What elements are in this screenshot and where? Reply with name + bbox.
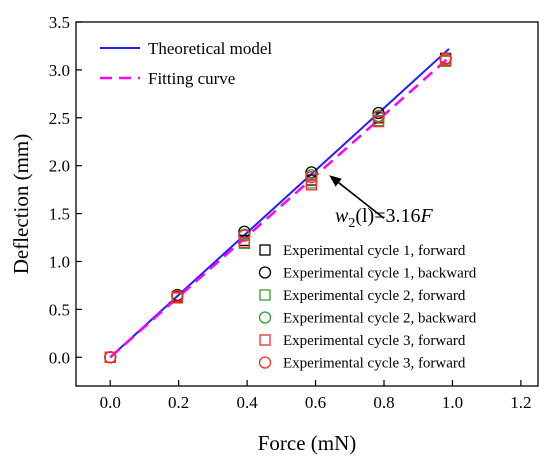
legend-marker xyxy=(258,356,272,369)
data-point xyxy=(104,351,117,364)
y-tick-label: 2.0 xyxy=(49,157,70,176)
legend-theory-label: Theoretical model xyxy=(148,39,272,58)
experimental-markers xyxy=(104,52,452,364)
x-tick-label: 1.0 xyxy=(442,393,463,412)
legend-fit-label: Fitting curve xyxy=(148,69,235,88)
annotation-equation: (l)=3.16 xyxy=(355,205,420,227)
data-point xyxy=(372,110,385,123)
x-tick-label: 1.2 xyxy=(510,393,531,412)
annotation-subscript: 2 xyxy=(348,216,355,231)
line-legend: Theoretical model Fitting curve xyxy=(100,39,272,88)
y-tick-label: 1.0 xyxy=(49,252,70,271)
data-point xyxy=(439,52,452,65)
legend-series-label: Experimental cycle 3, forward xyxy=(283,356,466,372)
x-axis-title: Force (mN) xyxy=(258,431,357,455)
y-tick-label: 3.5 xyxy=(49,13,70,32)
annotation-arrowhead xyxy=(329,175,342,187)
y-tick-label: 0.5 xyxy=(49,300,70,319)
data-point xyxy=(305,179,318,191)
legend-marker xyxy=(259,244,271,256)
tick-labels: 0.0 0.2 0.4 0.6 0.8 1.0 1.2 0.0 0.5 1.0 1.5 2.0 2.5 3… xyxy=(49,13,532,412)
legend-marker xyxy=(258,311,272,324)
data-point xyxy=(372,115,385,128)
legend-series-label: Experimental cycle 1, backward xyxy=(283,266,477,282)
data-point xyxy=(238,229,251,242)
fit-annotation: w2(l)=3.16F xyxy=(329,175,434,231)
legend-series-label: Experimental cycle 2, forward xyxy=(283,288,466,304)
legend-series-label: Experimental cycle 1, forward xyxy=(283,243,466,259)
legend-series-label: Experimental cycle 2, backward xyxy=(283,311,477,327)
x-tick-label: 0.2 xyxy=(168,393,189,412)
data-point xyxy=(238,236,251,248)
y-axis-title: Deflection (mm) xyxy=(9,134,33,275)
legend-marker xyxy=(259,334,271,346)
data-point xyxy=(372,106,385,120)
y-tick-label: 0.0 xyxy=(49,348,70,367)
y-tick-label: 3.0 xyxy=(49,61,70,80)
legend-marker xyxy=(258,266,272,279)
annotation-text: w2(l)=3.16F xyxy=(335,205,434,231)
data-point xyxy=(305,171,318,184)
annotation-force-var: F xyxy=(420,205,434,227)
annotation-var: w xyxy=(335,205,349,227)
x-tick-label: 0.0 xyxy=(100,393,121,412)
plot-frame xyxy=(75,21,539,387)
data-point xyxy=(171,289,184,303)
legend-marker xyxy=(259,289,271,301)
x-tick-label: 0.4 xyxy=(236,393,258,412)
x-tick-label: 0.8 xyxy=(373,393,394,412)
marker-legend: Experimental cycle 1, forward Experiment… xyxy=(258,243,477,372)
legend-series-label: Experimental cycle 3, forward xyxy=(283,333,466,349)
x-tick-label: 0.6 xyxy=(305,393,326,412)
y-tick-label: 2.5 xyxy=(49,109,70,128)
axis-ticks xyxy=(76,21,522,386)
annotation-arrow xyxy=(338,182,385,219)
y-tick-label: 1.5 xyxy=(49,205,70,224)
